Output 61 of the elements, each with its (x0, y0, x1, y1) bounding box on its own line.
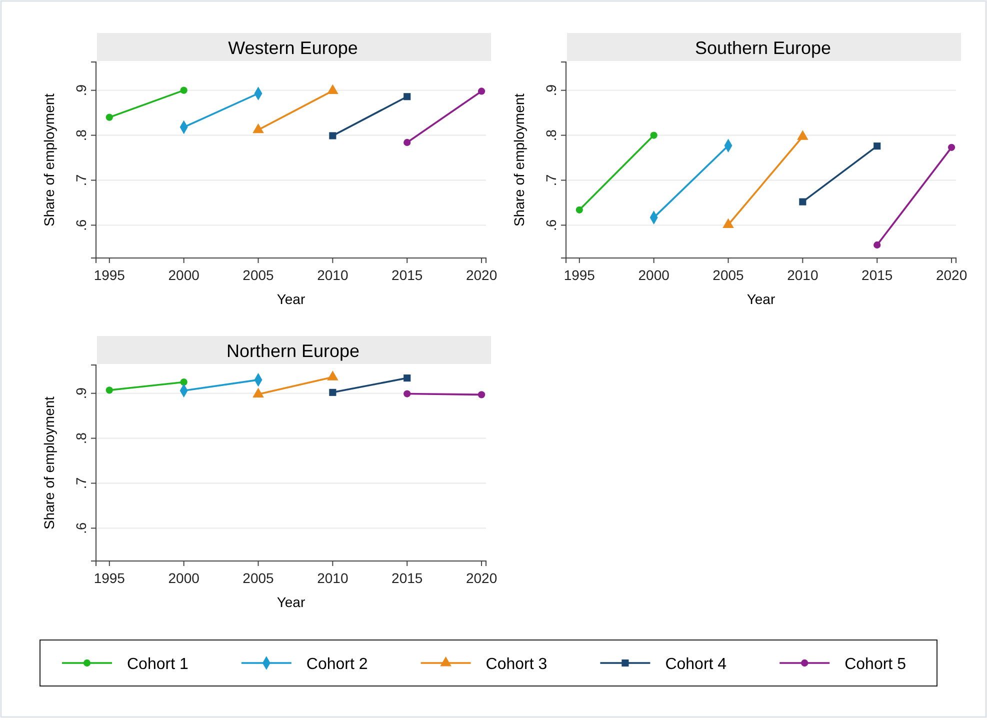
chart-title: Southern Europe (694, 38, 832, 58)
y-tick-label: .9 (543, 84, 559, 96)
point (106, 114, 113, 121)
x-tick-label: 2020 (936, 267, 968, 283)
point (106, 386, 113, 394)
point (874, 142, 881, 150)
legend-label: Cohort 1 (127, 656, 188, 673)
x-tick-label: 1995 (94, 267, 126, 283)
point (874, 241, 881, 249)
x-tick-label: 2020 (466, 570, 498, 586)
x-tick-label: 2005 (242, 267, 274, 283)
x-axis-title: Year (276, 594, 306, 610)
point (404, 93, 411, 100)
legend-label: Cohort 3 (486, 656, 548, 673)
x-tick-label: 2010 (787, 267, 818, 283)
chart-title: Western Europe (228, 38, 358, 58)
point (180, 86, 188, 94)
x-tick-label: 2015 (862, 267, 893, 283)
x-tick-label: 2000 (168, 267, 200, 283)
y-tick-label: .6 (543, 219, 559, 232)
x-axis-title: Year (276, 291, 306, 307)
x-tick-label: 2010 (317, 267, 348, 283)
y-axis-title: Share of employment (41, 396, 57, 530)
point (650, 132, 658, 139)
x-tick-label: 2000 (168, 570, 200, 586)
y-tick-label: .7 (73, 174, 89, 186)
x-tick-label: 2005 (712, 267, 744, 283)
y-tick-label: .8 (73, 129, 89, 142)
x-tick-label: 2010 (317, 570, 348, 586)
x-tick-label: 1995 (564, 267, 596, 283)
point (404, 390, 411, 398)
point (576, 206, 583, 214)
legend-label: Cohort 5 (844, 656, 906, 673)
point (329, 132, 336, 140)
point (478, 88, 486, 95)
x-tick-label: 2020 (466, 267, 498, 283)
point (478, 391, 486, 398)
chart-title: Northern Europe (226, 341, 360, 361)
legend-label: Cohort 2 (306, 656, 368, 673)
y-tick-label: .6 (73, 219, 89, 232)
y-tick-label: .6 (73, 522, 89, 534)
x-tick-label: 1995 (94, 570, 126, 586)
point (799, 198, 806, 206)
y-tick-label: .8 (543, 129, 559, 142)
y-axis-title: Share of employment (511, 93, 527, 227)
y-tick-label: .9 (73, 387, 89, 400)
point (948, 144, 956, 151)
y-tick-label: .7 (73, 477, 89, 490)
y-tick-label: .9 (73, 84, 89, 96)
x-tick-label: 2015 (392, 267, 423, 283)
x-tick-label: 2015 (392, 570, 423, 586)
x-tick-label: 2005 (242, 570, 274, 586)
x-axis-title: Year (746, 291, 776, 307)
y-tick-label: .7 (543, 174, 559, 186)
legend-label: Cohort 4 (665, 656, 727, 673)
point (404, 138, 411, 146)
point (404, 374, 411, 382)
y-tick-label: .8 (73, 432, 89, 444)
x-tick-label: 2000 (638, 267, 670, 283)
y-axis-title: Share of employment (41, 93, 57, 227)
point (329, 388, 336, 396)
